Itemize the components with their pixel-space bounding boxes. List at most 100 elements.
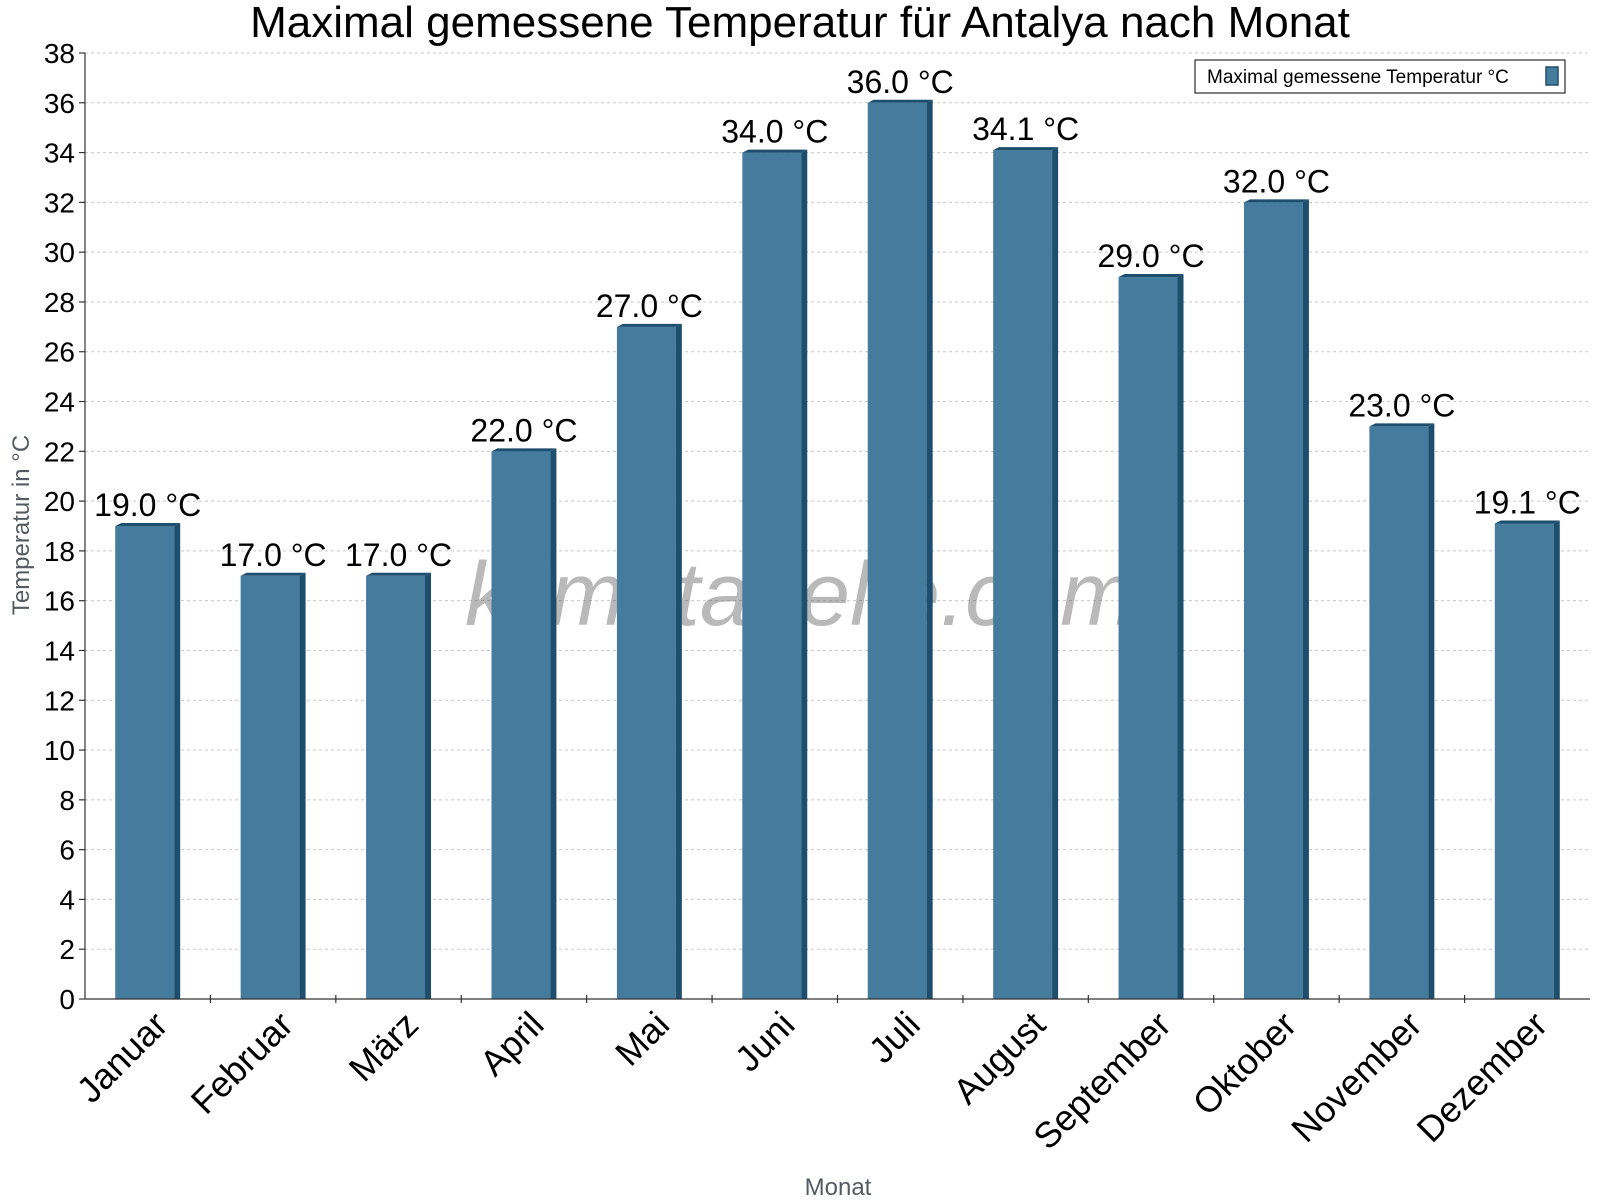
- bar-top: [1494, 520, 1560, 524]
- bar: [616, 323, 682, 999]
- bar-front: [491, 451, 551, 999]
- y-tick-label: 16: [44, 586, 75, 617]
- x-tick-label: Februar: [183, 1004, 301, 1122]
- data-label: 34.0 °C: [721, 114, 828, 150]
- data-label: 29.0 °C: [1098, 238, 1205, 274]
- chart-title: Maximal gemessene Temperatur für Antalya…: [250, 0, 1350, 47]
- bar-side: [1052, 147, 1059, 999]
- bar-front: [366, 575, 426, 999]
- bar: [867, 99, 933, 999]
- y-tick-label: 38: [44, 38, 75, 69]
- y-tick-label: 36: [44, 88, 75, 119]
- bar: [115, 523, 181, 999]
- x-tick-labels: Januar Februar März April Mai Juni Juli AugustS…: [69, 1004, 1555, 1158]
- y-tick-label: 20: [44, 486, 75, 517]
- y-tick-label: 26: [44, 337, 75, 368]
- x-tick-label: August: [945, 1004, 1053, 1112]
- y-tick-label: 32: [44, 187, 75, 218]
- legend-label: Maximal gemessene Temperatur °C: [1207, 67, 1509, 88]
- data-label: 17.0 °C: [220, 537, 327, 573]
- bar-top: [867, 99, 933, 103]
- bar-top: [1243, 199, 1309, 203]
- bar: [1243, 199, 1309, 1000]
- bar-top: [1118, 274, 1184, 278]
- bar-top: [240, 572, 306, 576]
- bar-side: [1428, 423, 1435, 1000]
- value-labels: 19.0 °C 17.0 °C 17.0 °C 22.0 °C 27.0 °C 34.0 …: [94, 64, 1581, 573]
- bar: [491, 448, 557, 999]
- bar-front: [742, 152, 802, 999]
- y-tick-label: 4: [59, 884, 75, 915]
- y-tick-label: 14: [44, 635, 75, 666]
- x-tick-label: März: [341, 1004, 427, 1090]
- bar-side: [550, 448, 557, 999]
- y-tick-label: 28: [44, 287, 75, 318]
- y-tick-label: 18: [44, 536, 75, 567]
- bar: [240, 572, 306, 999]
- bar-front: [115, 526, 175, 999]
- bar-top: [742, 149, 808, 153]
- y-tick-label: 22: [44, 436, 75, 467]
- bar: [1118, 274, 1184, 1000]
- x-axis-label: Monat: [805, 1174, 872, 1200]
- legend-swatch: [1545, 66, 1559, 86]
- x-tick-label: April: [472, 1004, 552, 1084]
- data-label: 22.0 °C: [470, 412, 577, 448]
- x-tick-label: Mai: [607, 1004, 677, 1074]
- bar-side: [299, 572, 306, 999]
- bar-top: [616, 323, 682, 327]
- legend: Maximal gemessene Temperatur °C: [1194, 59, 1566, 94]
- bar: [1494, 520, 1560, 999]
- axes: [79, 52, 1590, 1003]
- bar-front: [1369, 426, 1429, 1000]
- bar-side: [1553, 520, 1560, 999]
- bar-side: [1177, 274, 1184, 1000]
- x-tick-label: November: [1283, 1004, 1429, 1150]
- bar-side: [801, 149, 808, 999]
- bars: [115, 99, 1560, 1000]
- y-tick-label: 12: [44, 685, 75, 716]
- y-tick-label: 0: [59, 984, 75, 1015]
- bar-side: [174, 523, 181, 999]
- y-tick-label: 34: [44, 138, 75, 169]
- x-tick-label: Oktober: [1185, 1004, 1305, 1124]
- bar-top: [1369, 423, 1435, 427]
- legend-box: [1194, 59, 1566, 94]
- data-label: 19.1 °C: [1474, 485, 1581, 521]
- x-tick-label: Dezember: [1409, 1004, 1555, 1150]
- bar: [742, 149, 808, 999]
- y-tick-label: 24: [44, 387, 75, 418]
- bar: [366, 572, 432, 999]
- x-tick-label: Januar: [69, 1004, 176, 1111]
- bar-side: [1302, 199, 1309, 1000]
- bar-top: [115, 523, 181, 526]
- bar-top: [993, 147, 1059, 151]
- bar-side: [425, 572, 432, 999]
- y-tick-label: 2: [59, 934, 75, 965]
- data-label: 36.0 °C: [847, 64, 954, 100]
- data-label: 27.0 °C: [596, 288, 703, 324]
- bar-front: [867, 102, 927, 999]
- data-label: 32.0 °C: [1223, 163, 1330, 199]
- bar-front: [1118, 277, 1178, 1000]
- y-tick-label: 8: [59, 785, 75, 816]
- gridlines: [85, 52, 1590, 950]
- bar-side: [675, 323, 682, 999]
- y-tick-label: 6: [59, 835, 75, 866]
- data-label: 19.0 °C: [94, 487, 201, 523]
- bar-front: [1494, 523, 1554, 999]
- data-label: 34.1 °C: [972, 111, 1079, 147]
- bar-front: [616, 326, 676, 999]
- bar-front: [240, 575, 300, 999]
- bar-front: [1243, 202, 1303, 1000]
- x-tick-label: Juli: [861, 1004, 928, 1071]
- x-tick-label: September: [1025, 1004, 1179, 1158]
- y-tick-label: 30: [44, 237, 75, 268]
- y-axis-label: Temperatur in °C: [8, 435, 35, 615]
- bar-top: [491, 448, 557, 452]
- bar: [993, 147, 1059, 999]
- y-tick-label: 10: [44, 735, 75, 766]
